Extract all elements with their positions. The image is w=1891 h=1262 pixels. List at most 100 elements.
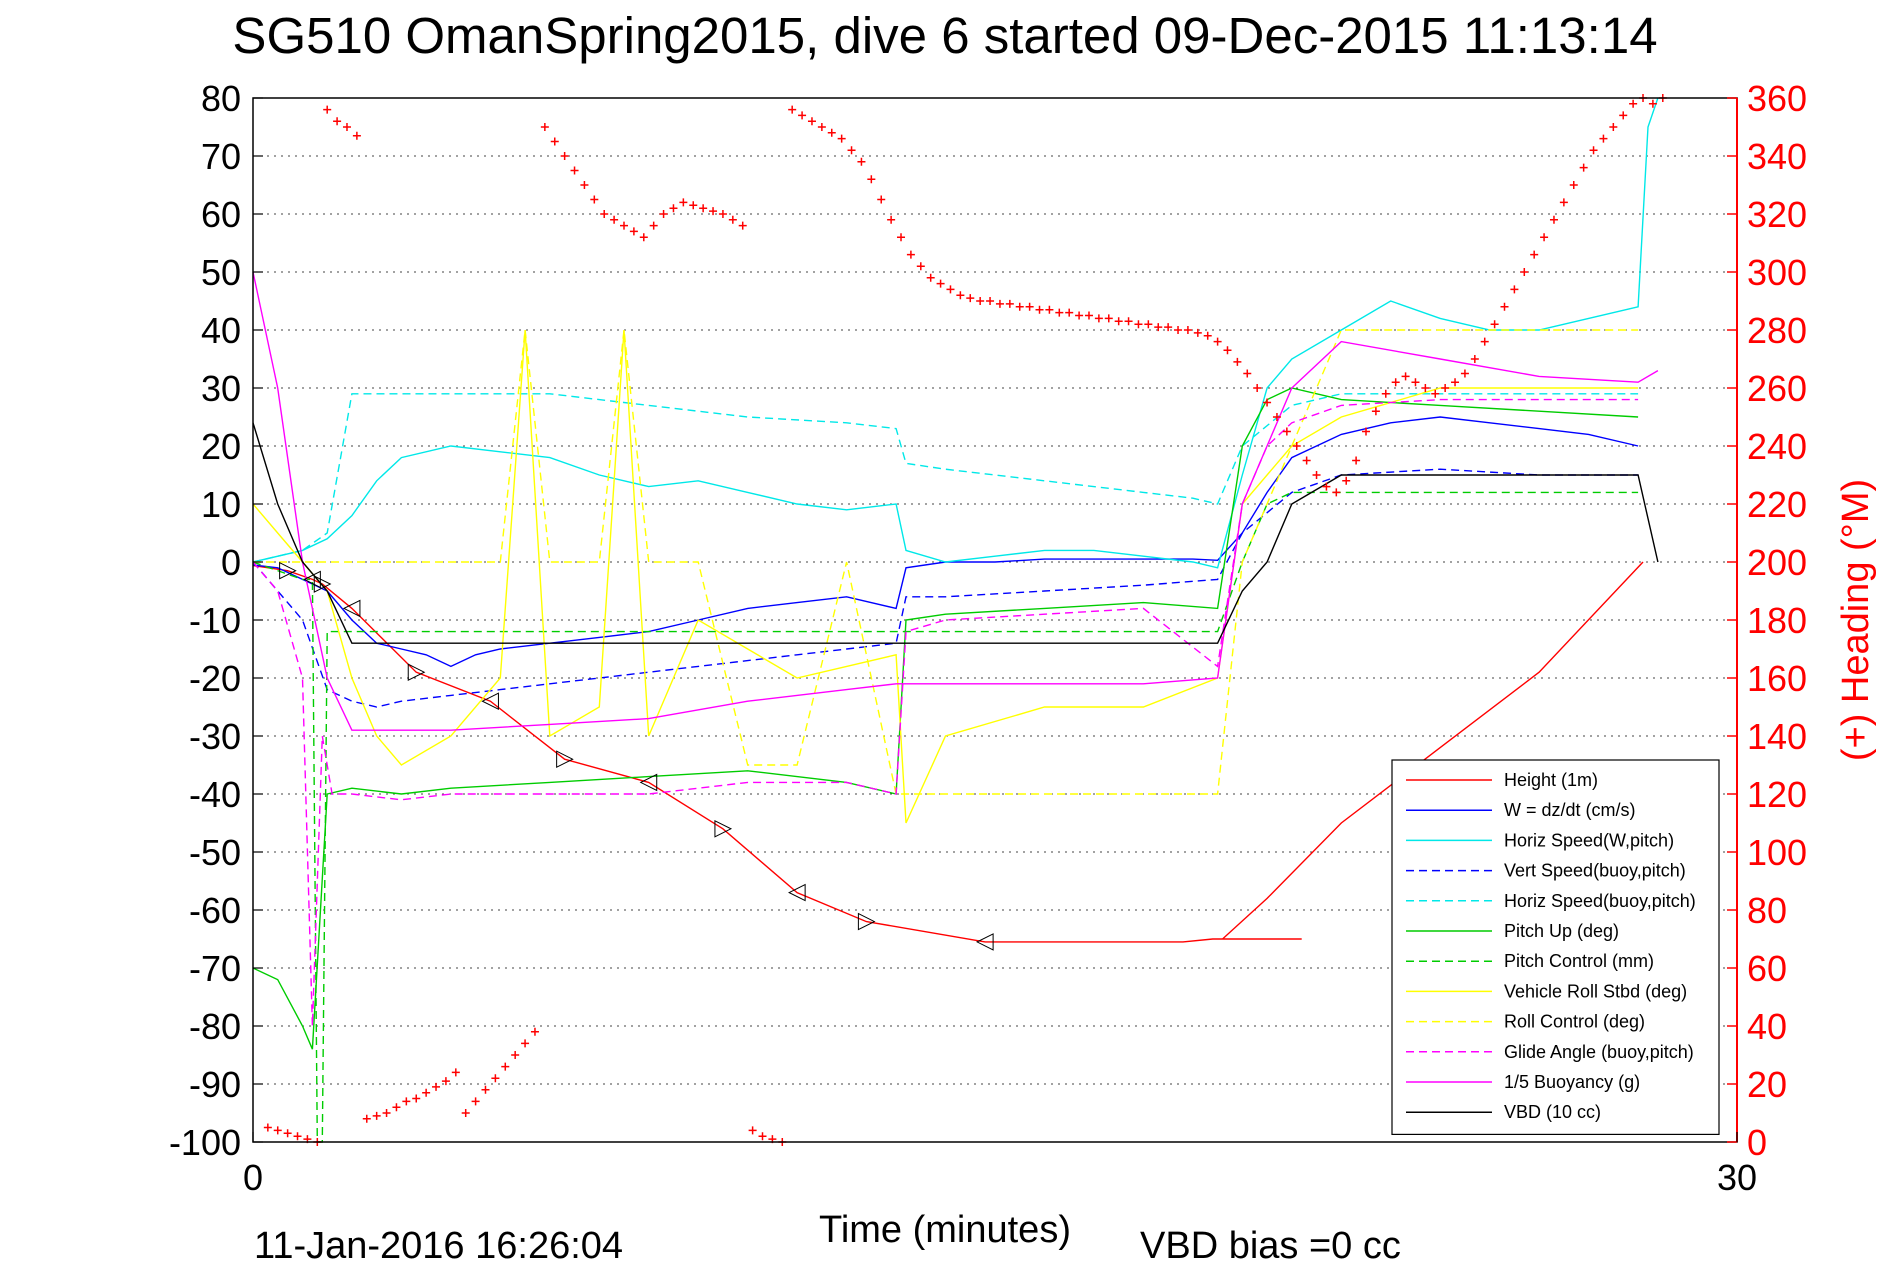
heading-point (382, 1109, 391, 1117)
series-line-2 (252, 97, 1659, 569)
legend-label: VBD (10 cc) (1504, 1102, 1601, 1122)
heading-point (1134, 320, 1143, 329)
heading-point (1164, 323, 1173, 332)
right-y-axis-label: (+) Heading (°M) (1835, 479, 1877, 761)
height-marker (407, 663, 426, 682)
heading-point (669, 204, 678, 213)
legend: Height (1m) W = dz/dt (cm/s) Horiz Speed(W… (1391, 759, 1720, 1135)
heading-point (432, 1082, 441, 1091)
left-tick-label: 60 (201, 194, 241, 235)
height-marker (639, 773, 658, 792)
heading-point (1609, 123, 1618, 131)
heading-point (1362, 427, 1370, 436)
left-tick-label: -20 (189, 658, 241, 699)
heading-point (1203, 331, 1212, 340)
right-tick-label: 220 (1747, 484, 1807, 525)
heading-point (748, 1126, 757, 1135)
heading-point (1015, 302, 1024, 311)
heading-point (976, 297, 985, 305)
heading-point (1302, 456, 1311, 465)
heading-point (946, 285, 955, 294)
x-tick-label: 30 (1717, 1157, 1757, 1198)
footer-vbd-bias: VBD bias =0 cc (1140, 1225, 1401, 1262)
right-tick-label: 240 (1747, 426, 1807, 467)
left-tick-label: 0 (221, 542, 241, 583)
heading-point (1084, 311, 1093, 320)
heading-point (273, 1126, 282, 1135)
heading-point (521, 1039, 530, 1048)
heading-point (333, 117, 342, 126)
right-tick-label: 100 (1747, 832, 1807, 873)
heading-point (995, 299, 1004, 308)
legend-label: Horiz Speed(W,pitch) (1504, 830, 1674, 850)
heading-point (1421, 384, 1430, 392)
heading-point (1629, 99, 1638, 108)
heading-point (1223, 346, 1232, 355)
heading-point (511, 1051, 520, 1059)
x-tick-label: 0 (243, 1157, 263, 1198)
heading-point (1648, 99, 1657, 108)
right-tick-label: 80 (1747, 890, 1787, 931)
heading-point (1253, 384, 1262, 392)
heading-point (1005, 299, 1014, 308)
heading-point (659, 210, 668, 218)
heading-points (263, 94, 1667, 1146)
right-y-axis: 3603403203002802602402202001801601401201… (1727, 78, 1807, 1163)
heading-point (1500, 302, 1509, 311)
heading-point (1174, 326, 1183, 334)
heading-point (263, 1123, 272, 1132)
height-marker (279, 561, 297, 580)
heading-point (1233, 357, 1242, 366)
legend-label: Pitch Up (deg) (1504, 921, 1619, 941)
heading-point (1451, 378, 1460, 387)
heading-point (540, 123, 549, 131)
heading-point (986, 297, 995, 305)
heading-point (966, 294, 975, 303)
heading-point (1213, 337, 1222, 346)
heading-point (956, 291, 965, 300)
heading-point (1619, 111, 1628, 120)
left-tick-label: -100 (169, 1122, 241, 1163)
heading-point (610, 215, 619, 224)
right-tick-label: 160 (1747, 658, 1807, 699)
heading-point (1431, 389, 1440, 398)
left-tick-label: 80 (201, 78, 241, 119)
heading-point (402, 1097, 411, 1106)
heading-point (1312, 471, 1321, 479)
heading-point (1549, 215, 1558, 224)
heading-point (1055, 308, 1064, 317)
heading-point (1332, 488, 1341, 497)
left-tick-label: 50 (201, 252, 241, 293)
heading-point (1282, 427, 1291, 436)
height-marker (857, 912, 876, 931)
heading-point (1599, 134, 1608, 143)
heading-point (1154, 323, 1163, 332)
heading-point (906, 250, 915, 259)
heading-point (1045, 305, 1054, 314)
right-tick-label: 360 (1747, 78, 1807, 119)
height-marker (788, 883, 806, 902)
right-tick-label: 20 (1747, 1064, 1787, 1105)
heading-point (580, 181, 589, 189)
right-tick-label: 40 (1747, 1006, 1787, 1047)
heading-point (323, 105, 332, 114)
heading-point (1510, 285, 1519, 294)
heading-point (1124, 317, 1133, 326)
heading-point (283, 1129, 292, 1138)
heading-point (679, 198, 688, 207)
heading-point (501, 1062, 510, 1071)
heading-point (372, 1111, 381, 1120)
heading-point (600, 210, 609, 218)
height-marker (481, 692, 499, 711)
left-tick-label: -80 (189, 1006, 241, 1047)
heading-point (1183, 326, 1192, 334)
heading-point (1569, 181, 1578, 189)
heading-point (1441, 384, 1450, 392)
heading-point (590, 195, 599, 204)
heading-point (877, 195, 886, 204)
right-tick-label: 180 (1747, 600, 1807, 641)
heading-point (412, 1094, 421, 1103)
heading-point (738, 221, 747, 230)
series-line-9 (252, 398, 1639, 1027)
left-tick-label: -10 (189, 600, 241, 641)
